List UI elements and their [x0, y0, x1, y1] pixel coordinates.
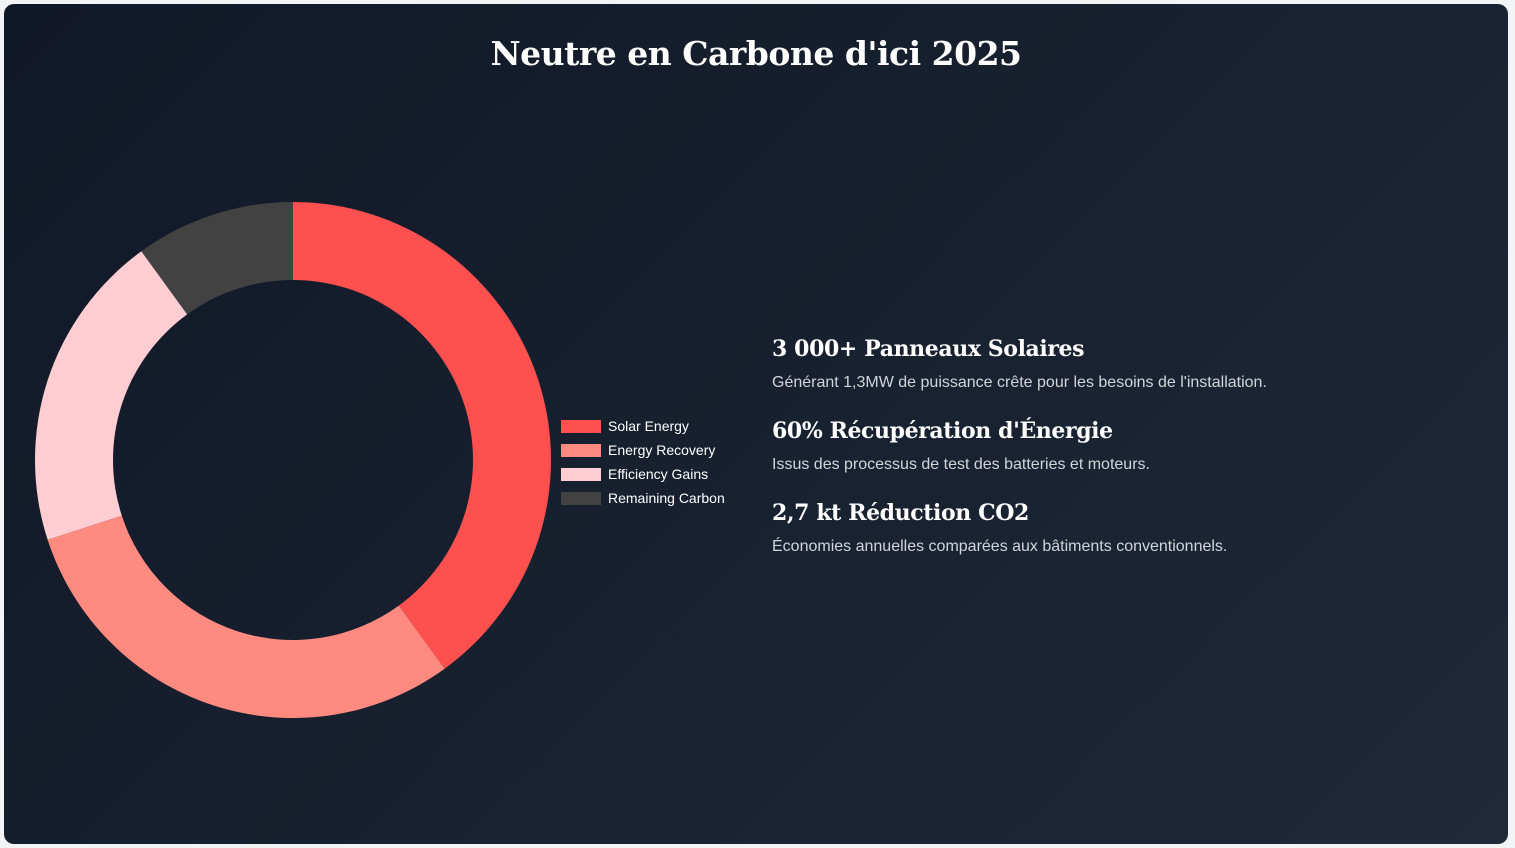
legend-item-energy-recovery[interactable]: Energy Recovery: [561, 438, 725, 462]
stat-solar-panels: 3 000+ Panneaux Solaires Générant 1,3MW …: [772, 336, 1412, 392]
slice-energy-recovery[interactable]: [47, 515, 445, 718]
legend-swatch: [561, 491, 601, 505]
dashboard-card: Neutre en Carbone d'ici 2025 Solar Energ…: [4, 4, 1508, 844]
legend-swatch: [561, 443, 601, 457]
stat-title: 60% Récupération d'Énergie: [772, 418, 1113, 444]
doughnut-svg: [34, 202, 551, 718]
stat-title: 3 000+ Panneaux Solaires: [772, 336, 1085, 362]
stat-description: Économies annuelles comparées aux bâtime…: [772, 538, 1228, 555]
page-title: Neutre en Carbone d'ici 2025: [490, 34, 1022, 73]
slice-solar-energy[interactable]: [293, 202, 551, 669]
stat-co2-reduction: 2,7 kt Réduction CO2 Économies annuelles…: [772, 500, 1412, 556]
legend-item-remaining-carbon[interactable]: Remaining Carbon: [561, 486, 725, 510]
legend-swatch: [561, 419, 601, 433]
legend-label: Solar Energy: [608, 418, 689, 434]
legend-item-efficiency-gains[interactable]: Efficiency Gains: [561, 462, 725, 486]
legend-label: Energy Recovery: [608, 442, 716, 458]
stat-description: Issus des processus de test des batterie…: [772, 456, 1150, 473]
chart-legend: Solar Energy Energy Recovery Efficiency Ga…: [561, 414, 725, 510]
legend-label: Remaining Carbon: [608, 490, 725, 506]
stat-energy-recovery: 60% Récupération d'Énergie Issus des pro…: [772, 418, 1412, 474]
legend-swatch: [561, 467, 601, 481]
stat-title: 2,7 kt Réduction CO2: [772, 500, 1029, 526]
slice-remaining-carbon[interactable]: [141, 202, 293, 315]
legend-label: Efficiency Gains: [608, 466, 709, 482]
stats-list: 3 000+ Panneaux Solaires Générant 1,3MW …: [772, 336, 1412, 582]
doughnut-chart: Solar Energy Energy Recovery Efficiency Ga…: [4, 4, 744, 844]
legend-item-solar-energy[interactable]: Solar Energy: [561, 414, 725, 438]
stat-description: Générant 1,3MW de puissance crête pour l…: [772, 374, 1267, 391]
slice-efficiency-gains[interactable]: [34, 251, 188, 540]
